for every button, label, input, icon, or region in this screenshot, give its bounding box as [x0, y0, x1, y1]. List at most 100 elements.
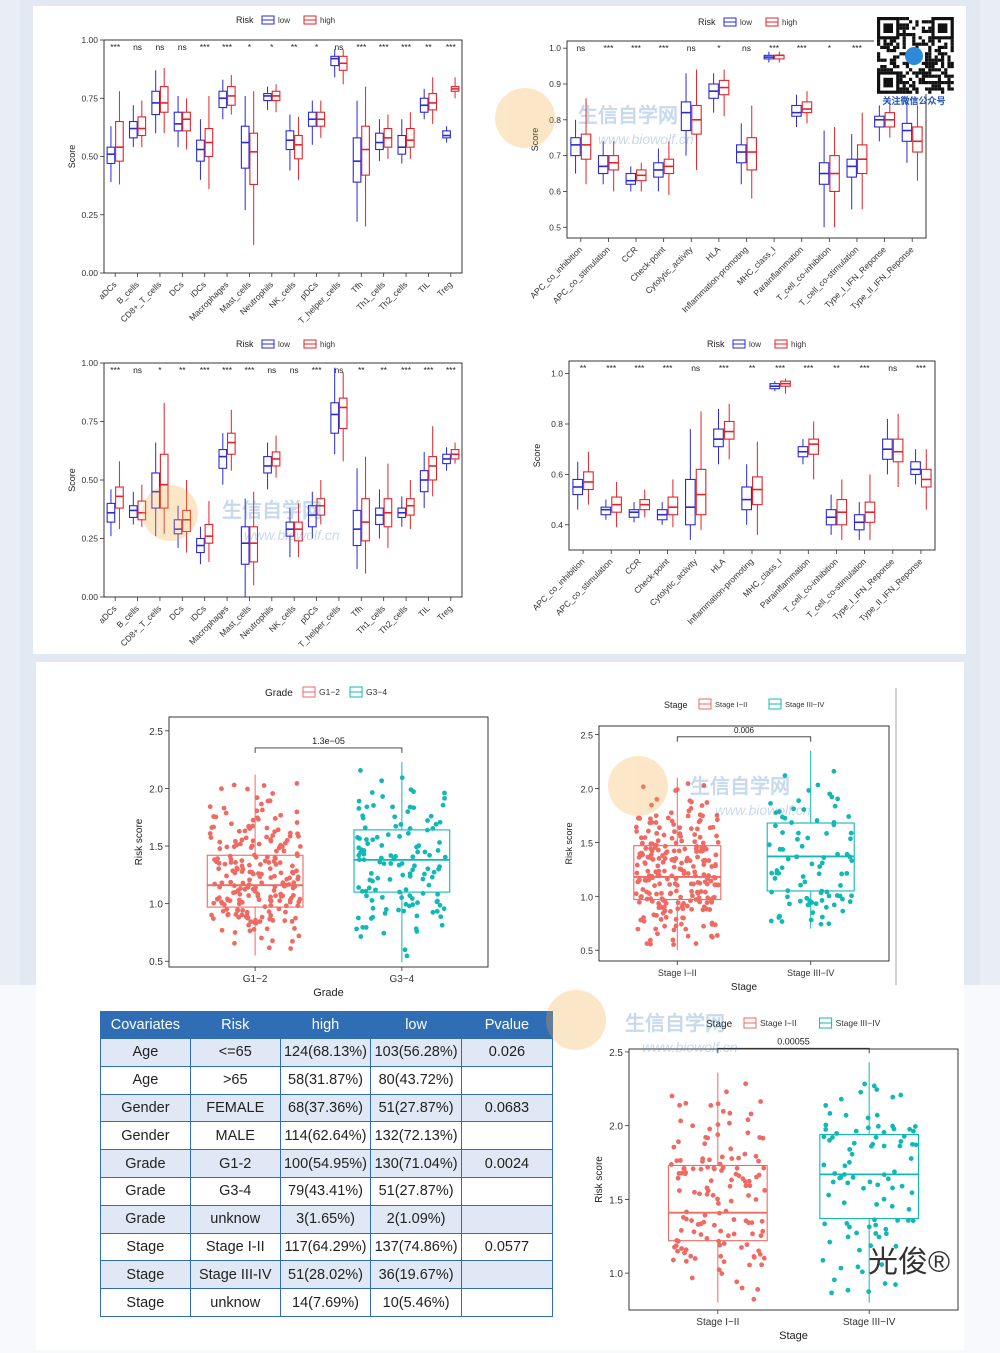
data-point	[708, 878, 714, 884]
box-body	[151, 472, 161, 509]
data-point	[842, 1163, 848, 1169]
data-point	[272, 816, 278, 821]
y-tick-label: 1.5	[149, 842, 163, 853]
box-body	[583, 471, 594, 491]
data-point	[295, 831, 300, 837]
data-point	[213, 814, 219, 820]
data-point	[677, 825, 683, 831]
significance-label: ***	[379, 42, 390, 52]
data-point	[212, 881, 218, 887]
box-body	[910, 461, 921, 475]
data-point	[713, 863, 718, 869]
pvalue-label: 0.00055	[777, 1036, 810, 1046]
data-point	[702, 1141, 708, 1147]
box-body	[159, 453, 169, 509]
box-body	[597, 155, 609, 175]
data-point	[237, 841, 243, 847]
data-point	[413, 926, 419, 932]
data-point	[272, 829, 278, 835]
data-point	[435, 848, 441, 853]
table-cell	[460, 1176, 554, 1206]
data-point	[819, 888, 825, 894]
data-point	[242, 828, 248, 834]
significance-label: ***	[606, 363, 617, 373]
significance-label: *	[158, 365, 162, 375]
data-point	[355, 915, 361, 921]
data-point	[250, 871, 256, 877]
data-point	[710, 1192, 716, 1198]
data-point	[679, 860, 684, 866]
data-point	[379, 778, 385, 784]
data-point	[858, 1089, 864, 1095]
table-cell: G1-2	[189, 1149, 281, 1178]
x-tick-label: DCs	[167, 603, 186, 622]
table-row: Stage Stage III-IV 51(28.02%) 36(19.67%)	[100, 1260, 554, 1290]
data-point	[832, 1171, 838, 1176]
data-point	[663, 914, 669, 920]
box-body	[819, 1133, 920, 1220]
data-point	[636, 854, 642, 860]
data-point	[690, 1166, 696, 1172]
data-point	[402, 947, 408, 953]
data-point	[800, 874, 806, 879]
box-body	[667, 496, 679, 516]
significance-label: **	[291, 42, 298, 52]
data-point	[671, 822, 677, 827]
box-body	[442, 130, 451, 139]
significance-label: ***	[401, 42, 412, 52]
data-point	[832, 803, 838, 809]
significance-label: ***	[222, 42, 233, 52]
data-point	[439, 922, 445, 928]
data-point	[221, 805, 227, 811]
legend-title: Risk	[698, 17, 716, 27]
pvalue-label: 1.3e−05	[312, 736, 345, 746]
table-row: Stage unknow 14(7.69%) 10(5.46%)	[100, 1288, 554, 1317]
data-point	[671, 942, 677, 947]
data-point	[682, 846, 688, 852]
box-body	[713, 428, 724, 448]
data-point	[257, 919, 263, 924]
data-point	[361, 857, 367, 863]
data-point	[652, 883, 657, 889]
data-point	[739, 1245, 744, 1250]
data-point	[715, 1196, 720, 1202]
data-point	[848, 836, 853, 842]
data-point	[677, 1102, 682, 1108]
y-axis-label: Score	[532, 444, 542, 468]
data-point	[437, 819, 443, 825]
data-point	[668, 810, 674, 816]
table-cell: 0.0577	[460, 1232, 554, 1262]
data-point	[868, 1243, 874, 1249]
plot-frame	[103, 39, 463, 274]
jitter-points	[633, 781, 721, 947]
legend-title: Stage	[706, 1019, 733, 1030]
data-point	[277, 898, 283, 904]
data-point	[837, 893, 843, 899]
data-point	[739, 1285, 745, 1291]
table-cell: 14(7.69%)	[279, 1288, 372, 1317]
data-point	[653, 926, 659, 932]
x-tick-label: Treg	[435, 603, 454, 622]
data-point	[252, 888, 258, 894]
plot-frame	[568, 360, 936, 551]
data-point	[824, 831, 829, 836]
data-point	[420, 891, 426, 896]
data-point	[701, 783, 707, 788]
data-point	[718, 1228, 724, 1234]
pvalue-bracket	[254, 747, 403, 753]
data-point	[845, 1234, 851, 1240]
data-point	[875, 1182, 881, 1188]
box-body	[570, 137, 581, 157]
data-point	[250, 838, 256, 844]
significance-label: **	[380, 365, 387, 375]
data-point	[275, 827, 281, 833]
data-point	[720, 1108, 726, 1114]
y-tick-label: 0.75	[81, 93, 98, 103]
data-point	[422, 849, 428, 855]
data-point	[746, 1193, 751, 1198]
significance-label: ***	[775, 363, 786, 373]
data-point	[818, 921, 824, 927]
data-point	[357, 857, 362, 863]
box-body	[361, 125, 370, 176]
